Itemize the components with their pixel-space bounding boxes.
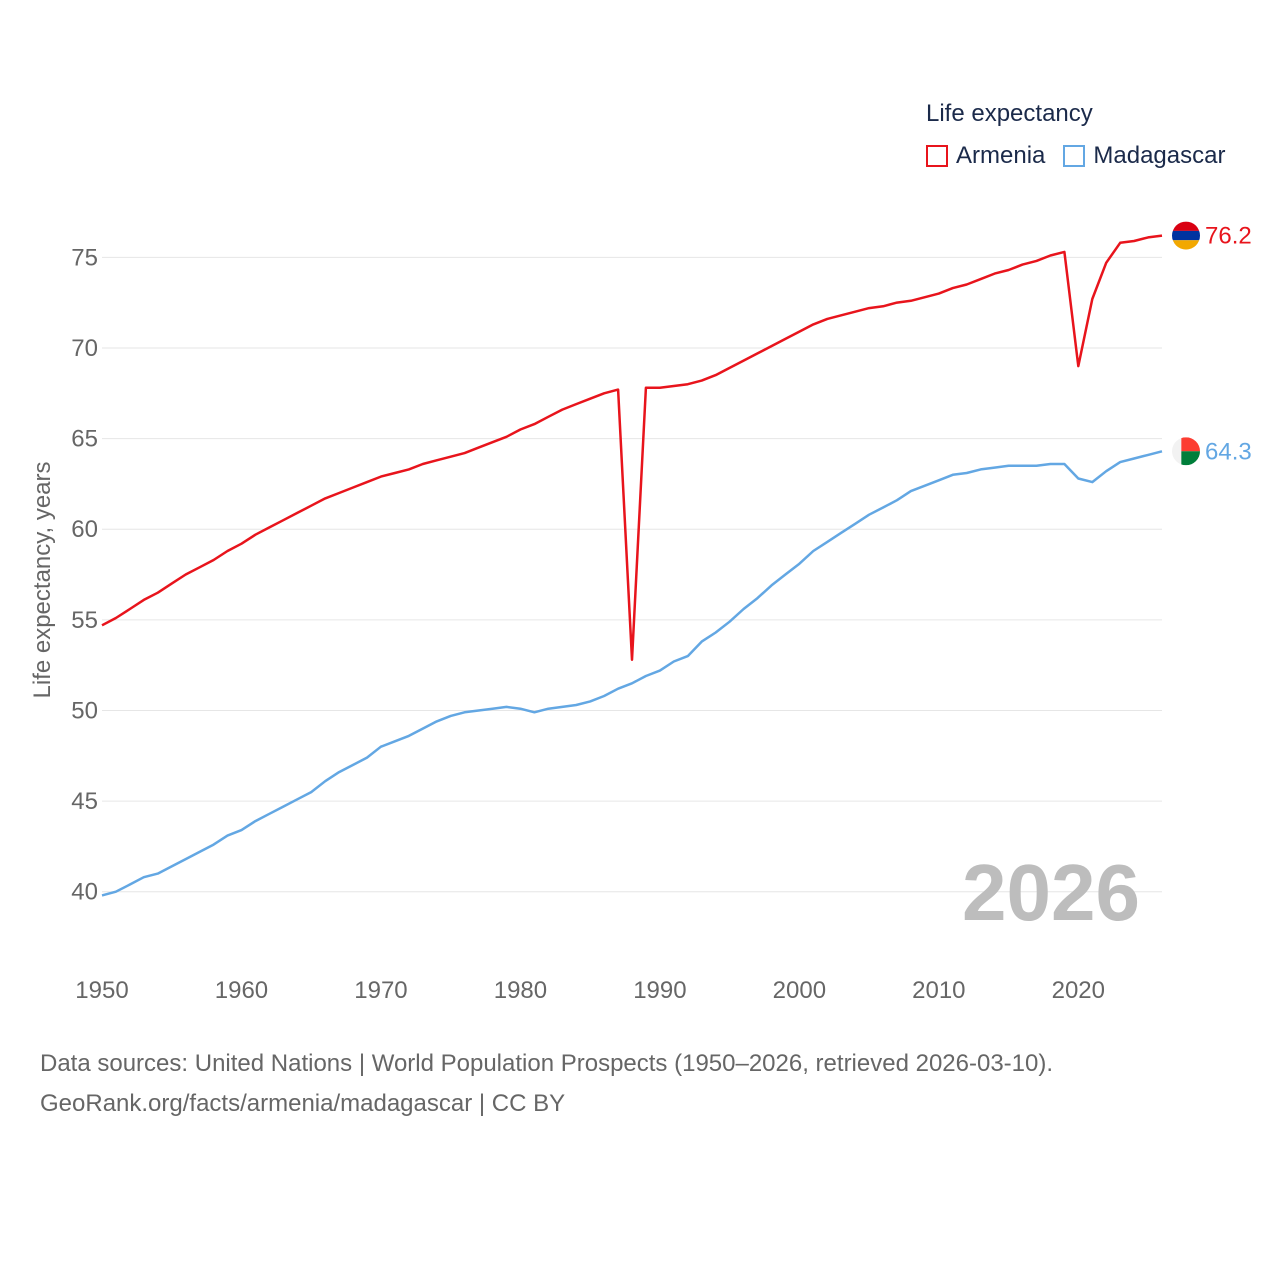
x-tick-label: 2020 bbox=[1052, 977, 1105, 1004]
grid-lines bbox=[102, 256, 1162, 893]
end-value-label-armenia: 76.2 bbox=[1205, 223, 1252, 250]
y-tick-label: 40 bbox=[71, 879, 98, 906]
sources-line-1: Data sources: United Nations | World Pop… bbox=[40, 1050, 1054, 1077]
x-tick-label: 2000 bbox=[773, 977, 826, 1004]
series-line-madagascar[interactable] bbox=[101, 450, 1163, 897]
legend-item-armenia[interactable]: Armenia bbox=[926, 142, 1045, 170]
series-line-armenia[interactable] bbox=[101, 234, 1163, 661]
y-tick-label: 70 bbox=[71, 335, 98, 362]
x-tick-label: 1990 bbox=[633, 977, 686, 1004]
y-tick-label: 50 bbox=[71, 697, 98, 724]
legend-swatch-armenia bbox=[926, 145, 948, 167]
sources-line-2[interactable]: GeoRank.org/facts/armenia/madagascar | C… bbox=[40, 1090, 566, 1117]
series-end-labels: 76.2 64.3 bbox=[1172, 221, 1252, 466]
legend: Armenia Madagascar bbox=[926, 142, 1243, 170]
x-tick-label: 1970 bbox=[354, 977, 407, 1004]
legend-label-armenia: Armenia bbox=[956, 142, 1046, 169]
legend-swatch-madagascar bbox=[1063, 145, 1086, 167]
y-tick-label: 45 bbox=[71, 788, 98, 815]
x-tick-label: 2010 bbox=[912, 977, 965, 1004]
flag-icon-madagascar bbox=[1172, 437, 1200, 466]
x-tick-label: 1960 bbox=[215, 977, 268, 1004]
legend-item-madagascar[interactable]: Madagascar bbox=[1063, 142, 1225, 170]
y-tick-label: 75 bbox=[71, 244, 98, 271]
series-lines bbox=[101, 234, 1163, 897]
year-watermark: 2026 bbox=[962, 848, 1140, 937]
end-value-label-madagascar: 64.3 bbox=[1205, 438, 1252, 465]
y-tick-label: 55 bbox=[71, 607, 98, 634]
flag-icon-armenia bbox=[1172, 221, 1200, 250]
y-axis-ticks: 40 45 50 55 60 65 70 75 bbox=[71, 244, 98, 905]
y-axis-label: Life expectancy, years bbox=[29, 461, 56, 698]
data-sources: Data sources: United Nations | World Pop… bbox=[40, 1044, 1053, 1124]
x-tick-label: 1980 bbox=[494, 977, 547, 1004]
legend-label-madagascar: Madagascar bbox=[1093, 142, 1226, 169]
y-tick-label: 60 bbox=[71, 516, 98, 543]
legend-title: Life expectancy bbox=[926, 100, 1093, 127]
x-tick-label: 1950 bbox=[75, 977, 128, 1004]
y-tick-label: 65 bbox=[71, 426, 98, 453]
x-axis-ticks: 1950 1960 1970 1980 1990 2000 2010 2020 bbox=[75, 977, 1105, 1004]
